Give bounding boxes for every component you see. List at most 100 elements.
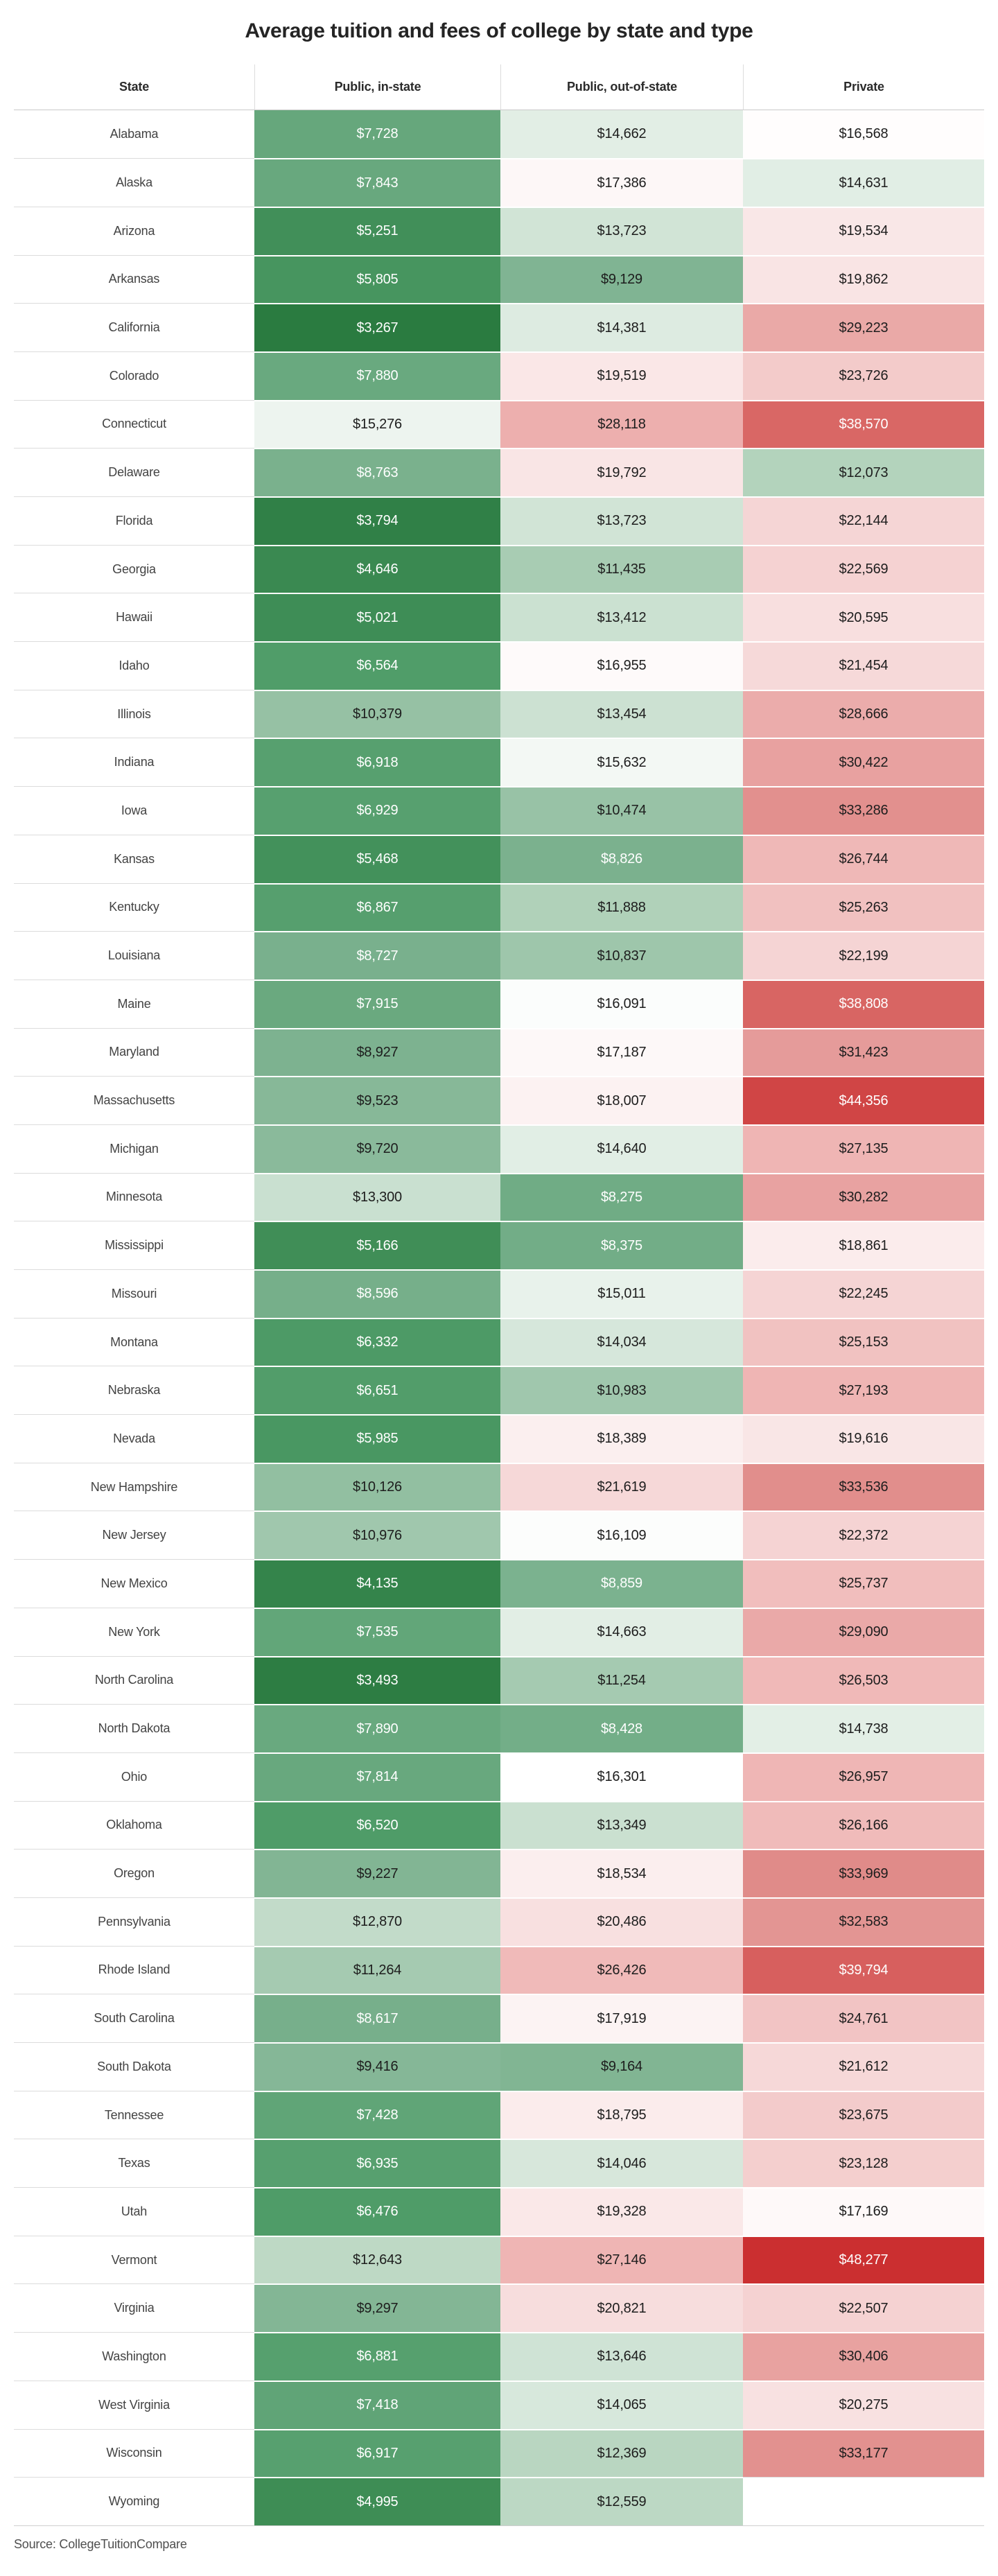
value-cell: $17,386 [500,158,743,207]
state-cell: Connecticut [14,399,254,449]
state-cell: Maine [14,979,254,1028]
state-cell: Wyoming [14,2477,254,2525]
state-cell: New Hampshire [14,1462,254,1511]
value-cell: $26,503 [743,1655,984,1705]
value-cell: $6,918 [254,738,500,787]
state-cell: Pennsylvania [14,1897,254,1946]
value-cell: $6,917 [254,2428,500,2478]
value-cell: $27,193 [743,1366,984,1415]
value-cell: $16,091 [500,979,743,1028]
value-cell: $17,169 [743,2187,984,2236]
value-cell: $15,632 [500,738,743,787]
table-row: Hawaii $5,021 $13,412 $20,595 [14,593,984,642]
table-row: Minnesota $13,300 $8,275 $30,282 [14,1172,984,1221]
value-cell: $6,867 [254,882,500,932]
table-row: Wisconsin $6,917 $12,369 $33,177 [14,2428,984,2478]
value-cell: $12,559 [500,2477,743,2525]
state-cell: California [14,303,254,351]
value-cell: $23,128 [743,2139,984,2188]
value-cell: $13,723 [500,496,743,545]
state-cell: Tennessee [14,2090,254,2139]
table-row: Rhode Island $11,264 $26,426 $39,794 [14,1945,984,1994]
value-cell: $33,286 [743,786,984,835]
state-cell: Virginia [14,2283,254,2333]
value-cell: $16,301 [500,1752,743,1801]
value-cell: $14,663 [500,1607,743,1656]
value-cell: $8,859 [500,1559,743,1608]
value-cell: $21,619 [500,1462,743,1511]
value-cell: $14,738 [743,1704,984,1752]
value-cell: $22,245 [743,1269,984,1318]
value-cell: $13,349 [500,1800,743,1850]
value-cell: $9,227 [254,1849,500,1897]
value-cell: $16,955 [500,641,743,690]
value-cell: $19,862 [743,254,984,304]
state-cell: Missouri [14,1269,254,1318]
table-row: Idaho $6,564 $16,955 $21,454 [14,641,984,690]
state-cell: Mississippi [14,1221,254,1269]
value-cell: $21,612 [743,2042,984,2091]
value-cell: $22,199 [743,931,984,980]
table-row: New Jersey $10,976 $16,109 $22,372 [14,1511,984,1560]
value-cell: $18,795 [500,2090,743,2139]
value-cell: $9,297 [254,2283,500,2333]
table-row: Michigan $9,720 $14,640 $27,135 [14,1124,984,1173]
state-cell: Illinois [14,689,254,738]
column-header-public-out-of-state: Public, out-of-state [500,64,743,110]
table-row: South Carolina $8,617 $17,919 $24,761 [14,1994,984,2042]
value-cell: $14,640 [500,1124,743,1173]
table-row: Oklahoma $6,520 $13,349 $26,166 [14,1800,984,1850]
table-row: Utah $6,476 $19,328 $17,169 [14,2187,984,2236]
table-row: Delaware $8,763 $19,792 $12,073 [14,448,984,496]
table-row: Alabama $7,728 $14,662 $16,568 [14,110,984,159]
header-row: State Public, in-state Public, out-of-st… [14,64,984,110]
value-cell: $3,267 [254,303,500,351]
source-note: Source: CollegeTuitionCompare [14,2536,187,2551]
value-cell: $19,534 [743,206,984,255]
state-cell: Oklahoma [14,1800,254,1850]
table-row: New Hampshire $10,126 $21,619 $33,536 [14,1462,984,1511]
value-cell: $8,727 [254,931,500,980]
value-cell: $14,065 [500,2380,743,2429]
value-cell: $8,428 [500,1704,743,1752]
value-cell: $7,728 [254,110,500,159]
state-cell: North Carolina [14,1655,254,1705]
value-cell: $31,423 [743,1027,984,1077]
value-cell: $3,493 [254,1655,500,1705]
state-cell: Minnesota [14,1172,254,1221]
state-cell: South Dakota [14,2042,254,2091]
value-cell: $22,569 [743,544,984,593]
value-cell: $21,454 [743,641,984,690]
table-row: Kansas $5,468 $8,826 $26,744 [14,834,984,883]
table-row: Ohio $7,814 $16,301 $26,957 [14,1752,984,1801]
value-cell: $3,794 [254,496,500,545]
value-cell: $12,073 [743,448,984,496]
table-row: Connecticut $15,276 $28,118 $38,570 [14,399,984,449]
value-cell: $13,646 [500,2332,743,2381]
state-cell: Alabama [14,110,254,159]
table-row: Georgia $4,646 $11,435 $22,569 [14,544,984,593]
state-cell: Utah [14,2187,254,2236]
column-header-private: Private [743,64,984,110]
value-cell: $27,146 [500,2235,743,2284]
value-cell: $25,263 [743,882,984,932]
table-row: Oregon $9,227 $18,534 $33,969 [14,1849,984,1897]
value-cell: $5,805 [254,254,500,304]
value-cell: $25,153 [743,1317,984,1366]
value-cell: $30,406 [743,2332,984,2381]
value-cell: $6,935 [254,2139,500,2188]
value-cell: $8,596 [254,1269,500,1318]
value-cell: $4,135 [254,1559,500,1608]
value-cell: $11,888 [500,882,743,932]
value-cell [743,2477,984,2525]
state-cell: Arizona [14,206,254,255]
state-cell: Montana [14,1317,254,1366]
value-cell: $5,166 [254,1221,500,1269]
value-cell: $16,109 [500,1511,743,1560]
value-cell: $19,519 [500,351,743,400]
value-cell: $4,646 [254,544,500,593]
value-cell: $5,985 [254,1414,500,1463]
state-cell: West Virginia [14,2380,254,2429]
table-row: Nebraska $6,651 $10,983 $27,193 [14,1366,984,1415]
